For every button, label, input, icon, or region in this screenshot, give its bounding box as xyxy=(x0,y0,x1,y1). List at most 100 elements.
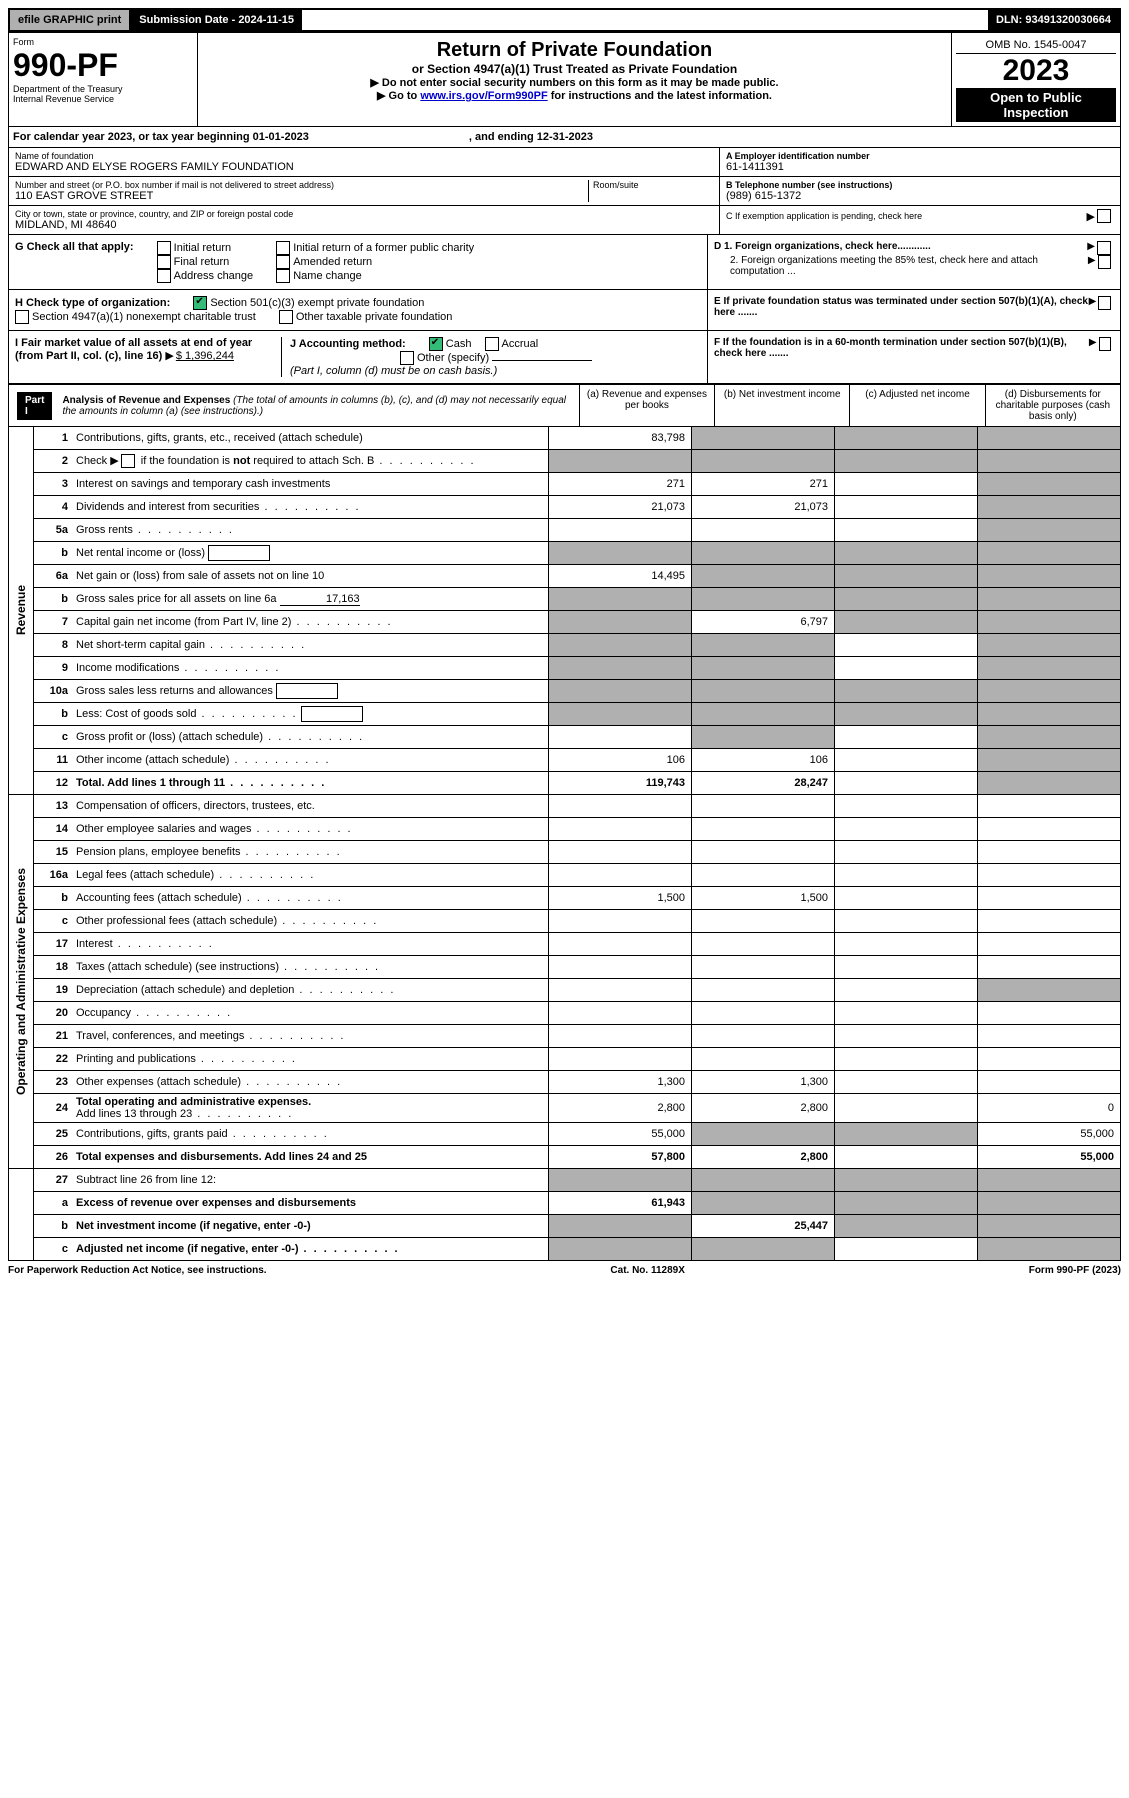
line-1: 1Contributions, gifts, grants, etc., rec… xyxy=(34,427,1120,450)
line-17: 17Interest xyxy=(34,933,1120,956)
c-checkbox[interactable] xyxy=(1097,209,1111,223)
cell-c xyxy=(834,1192,977,1214)
col-d-header: (d) Disbursements for charitable purpose… xyxy=(985,385,1120,426)
g-name-change-checkbox[interactable] xyxy=(276,269,290,283)
line-12: 12Total. Add lines 1 through 11119,74328… xyxy=(34,772,1120,794)
line-5b: bNet rental income or (loss) xyxy=(34,542,1120,565)
lnum: 6a xyxy=(34,568,72,584)
l21-d: Travel, conferences, and meetings xyxy=(76,1030,244,1042)
expenses-sidelabel: Operating and Administrative Expenses xyxy=(9,795,34,1168)
cell-c xyxy=(834,933,977,955)
header-left: Form 990-PF Department of the Treasury I… xyxy=(9,33,198,126)
l2-checkbox[interactable] xyxy=(121,454,135,468)
efile-label[interactable]: efile GRAPHIC print xyxy=(10,10,131,30)
j-note: (Part I, column (d) must be on cash basi… xyxy=(290,365,701,377)
ldesc: Total operating and administrative expen… xyxy=(72,1094,548,1122)
header: Form 990-PF Department of the Treasury I… xyxy=(8,32,1121,127)
cell-a xyxy=(548,657,691,679)
line-13: 13Compensation of officers, directors, t… xyxy=(34,795,1120,818)
ij-left: I Fair market value of all assets at end… xyxy=(9,331,707,383)
cell-b xyxy=(691,933,834,955)
street-address: 110 EAST GROVE STREET xyxy=(15,190,588,202)
g-final-checkbox[interactable] xyxy=(157,255,171,269)
ij-row: I Fair market value of all assets at end… xyxy=(8,331,1121,384)
f-checkbox[interactable] xyxy=(1099,337,1111,351)
cell-c xyxy=(834,542,977,564)
h-4947-checkbox[interactable] xyxy=(15,310,29,324)
lnum: c xyxy=(34,913,72,929)
cell-b xyxy=(691,841,834,863)
irs-link[interactable]: www.irs.gov/Form990PF xyxy=(420,90,547,102)
line-10a: 10aGross sales less returns and allowanc… xyxy=(34,680,1120,703)
lnum: 26 xyxy=(34,1149,72,1165)
cell-a xyxy=(548,1238,691,1260)
j-label: J Accounting method: xyxy=(290,338,406,350)
tax-year: 2023 xyxy=(956,54,1116,88)
line-18: 18Taxes (attach schedule) (see instructi… xyxy=(34,956,1120,979)
cell-b: 28,247 xyxy=(691,772,834,794)
cell-d xyxy=(977,864,1120,886)
line-3: 3Interest on savings and temporary cash … xyxy=(34,473,1120,496)
cell-c xyxy=(834,1025,977,1047)
name-cell: Name of foundation EDWARD AND ELYSE ROGE… xyxy=(9,148,719,177)
h-label: H Check type of organization: xyxy=(15,297,170,309)
addr-cell: Number and street (or P.O. box number if… xyxy=(9,177,719,206)
g-address-checkbox[interactable] xyxy=(157,269,171,283)
h-other-checkbox[interactable] xyxy=(279,310,293,324)
omb-label: OMB No. 1545-0047 xyxy=(956,37,1116,54)
line-20: 20Occupancy xyxy=(34,1002,1120,1025)
ldesc: Depreciation (attach schedule) and deple… xyxy=(72,982,548,998)
line-4: 4Dividends and interest from securities2… xyxy=(34,496,1120,519)
ldesc: Total. Add lines 1 through 11 xyxy=(72,775,548,791)
d2-checkbox[interactable] xyxy=(1098,255,1111,269)
g-initial-public-checkbox[interactable] xyxy=(276,241,290,255)
irs-label: Internal Revenue Service xyxy=(13,94,193,104)
cell-c xyxy=(834,1002,977,1024)
ldesc: Interest xyxy=(72,936,548,952)
h-501c3-checkbox[interactable] xyxy=(193,296,207,310)
lnum: b xyxy=(34,890,72,906)
ldesc: Contributions, gifts, grants, etc., rece… xyxy=(72,430,548,446)
cell-b xyxy=(691,542,834,564)
cell-c xyxy=(834,496,977,518)
ldesc: Printing and publications xyxy=(72,1051,548,1067)
cell-d xyxy=(977,933,1120,955)
j-other-checkbox[interactable] xyxy=(400,351,414,365)
l10a-box xyxy=(276,683,338,699)
line-26: 26Total expenses and disbursements. Add … xyxy=(34,1146,1120,1168)
cell-b xyxy=(691,450,834,472)
g-opt-1: Final return xyxy=(174,256,230,268)
cell-d xyxy=(977,726,1120,748)
l24-d: Total operating and administrative expen… xyxy=(76,1096,544,1108)
cell-a xyxy=(548,703,691,725)
cell-b: 1,300 xyxy=(691,1071,834,1093)
cell-d xyxy=(977,1002,1120,1024)
cell-b: 2,800 xyxy=(691,1146,834,1168)
cell-a: 14,495 xyxy=(548,565,691,587)
line-25: 25Contributions, gifts, grants paid55,00… xyxy=(34,1123,1120,1146)
lnum: 22 xyxy=(34,1051,72,1067)
form-title: Return of Private Foundation xyxy=(204,39,945,62)
cell-c xyxy=(834,864,977,886)
d1-checkbox[interactable] xyxy=(1097,241,1111,255)
lnum: 7 xyxy=(34,614,72,630)
part1-label: Part I xyxy=(17,392,52,420)
j-accrual-checkbox[interactable] xyxy=(485,337,499,351)
g-initial-checkbox[interactable] xyxy=(157,241,171,255)
net-lines: 27Subtract line 26 from line 12: aExcess… xyxy=(34,1169,1120,1260)
lnum: 14 xyxy=(34,821,72,837)
cell-a: 1,300 xyxy=(548,1071,691,1093)
cell-b xyxy=(691,956,834,978)
e-checkbox[interactable] xyxy=(1098,296,1111,310)
ldesc: Income modifications xyxy=(72,660,548,676)
lnum: 27 xyxy=(34,1172,72,1188)
j-cash-checkbox[interactable] xyxy=(429,337,443,351)
lnum: 4 xyxy=(34,499,72,515)
line-27c: cAdjusted net income (if negative, enter… xyxy=(34,1238,1120,1260)
cell-d xyxy=(977,795,1120,817)
cell-c xyxy=(834,427,977,449)
l23-d: Other expenses (attach schedule) xyxy=(76,1076,241,1088)
g-amended-checkbox[interactable] xyxy=(276,255,290,269)
header-right: OMB No. 1545-0047 2023 Open to Public In… xyxy=(952,33,1120,126)
cell-c xyxy=(834,772,977,794)
